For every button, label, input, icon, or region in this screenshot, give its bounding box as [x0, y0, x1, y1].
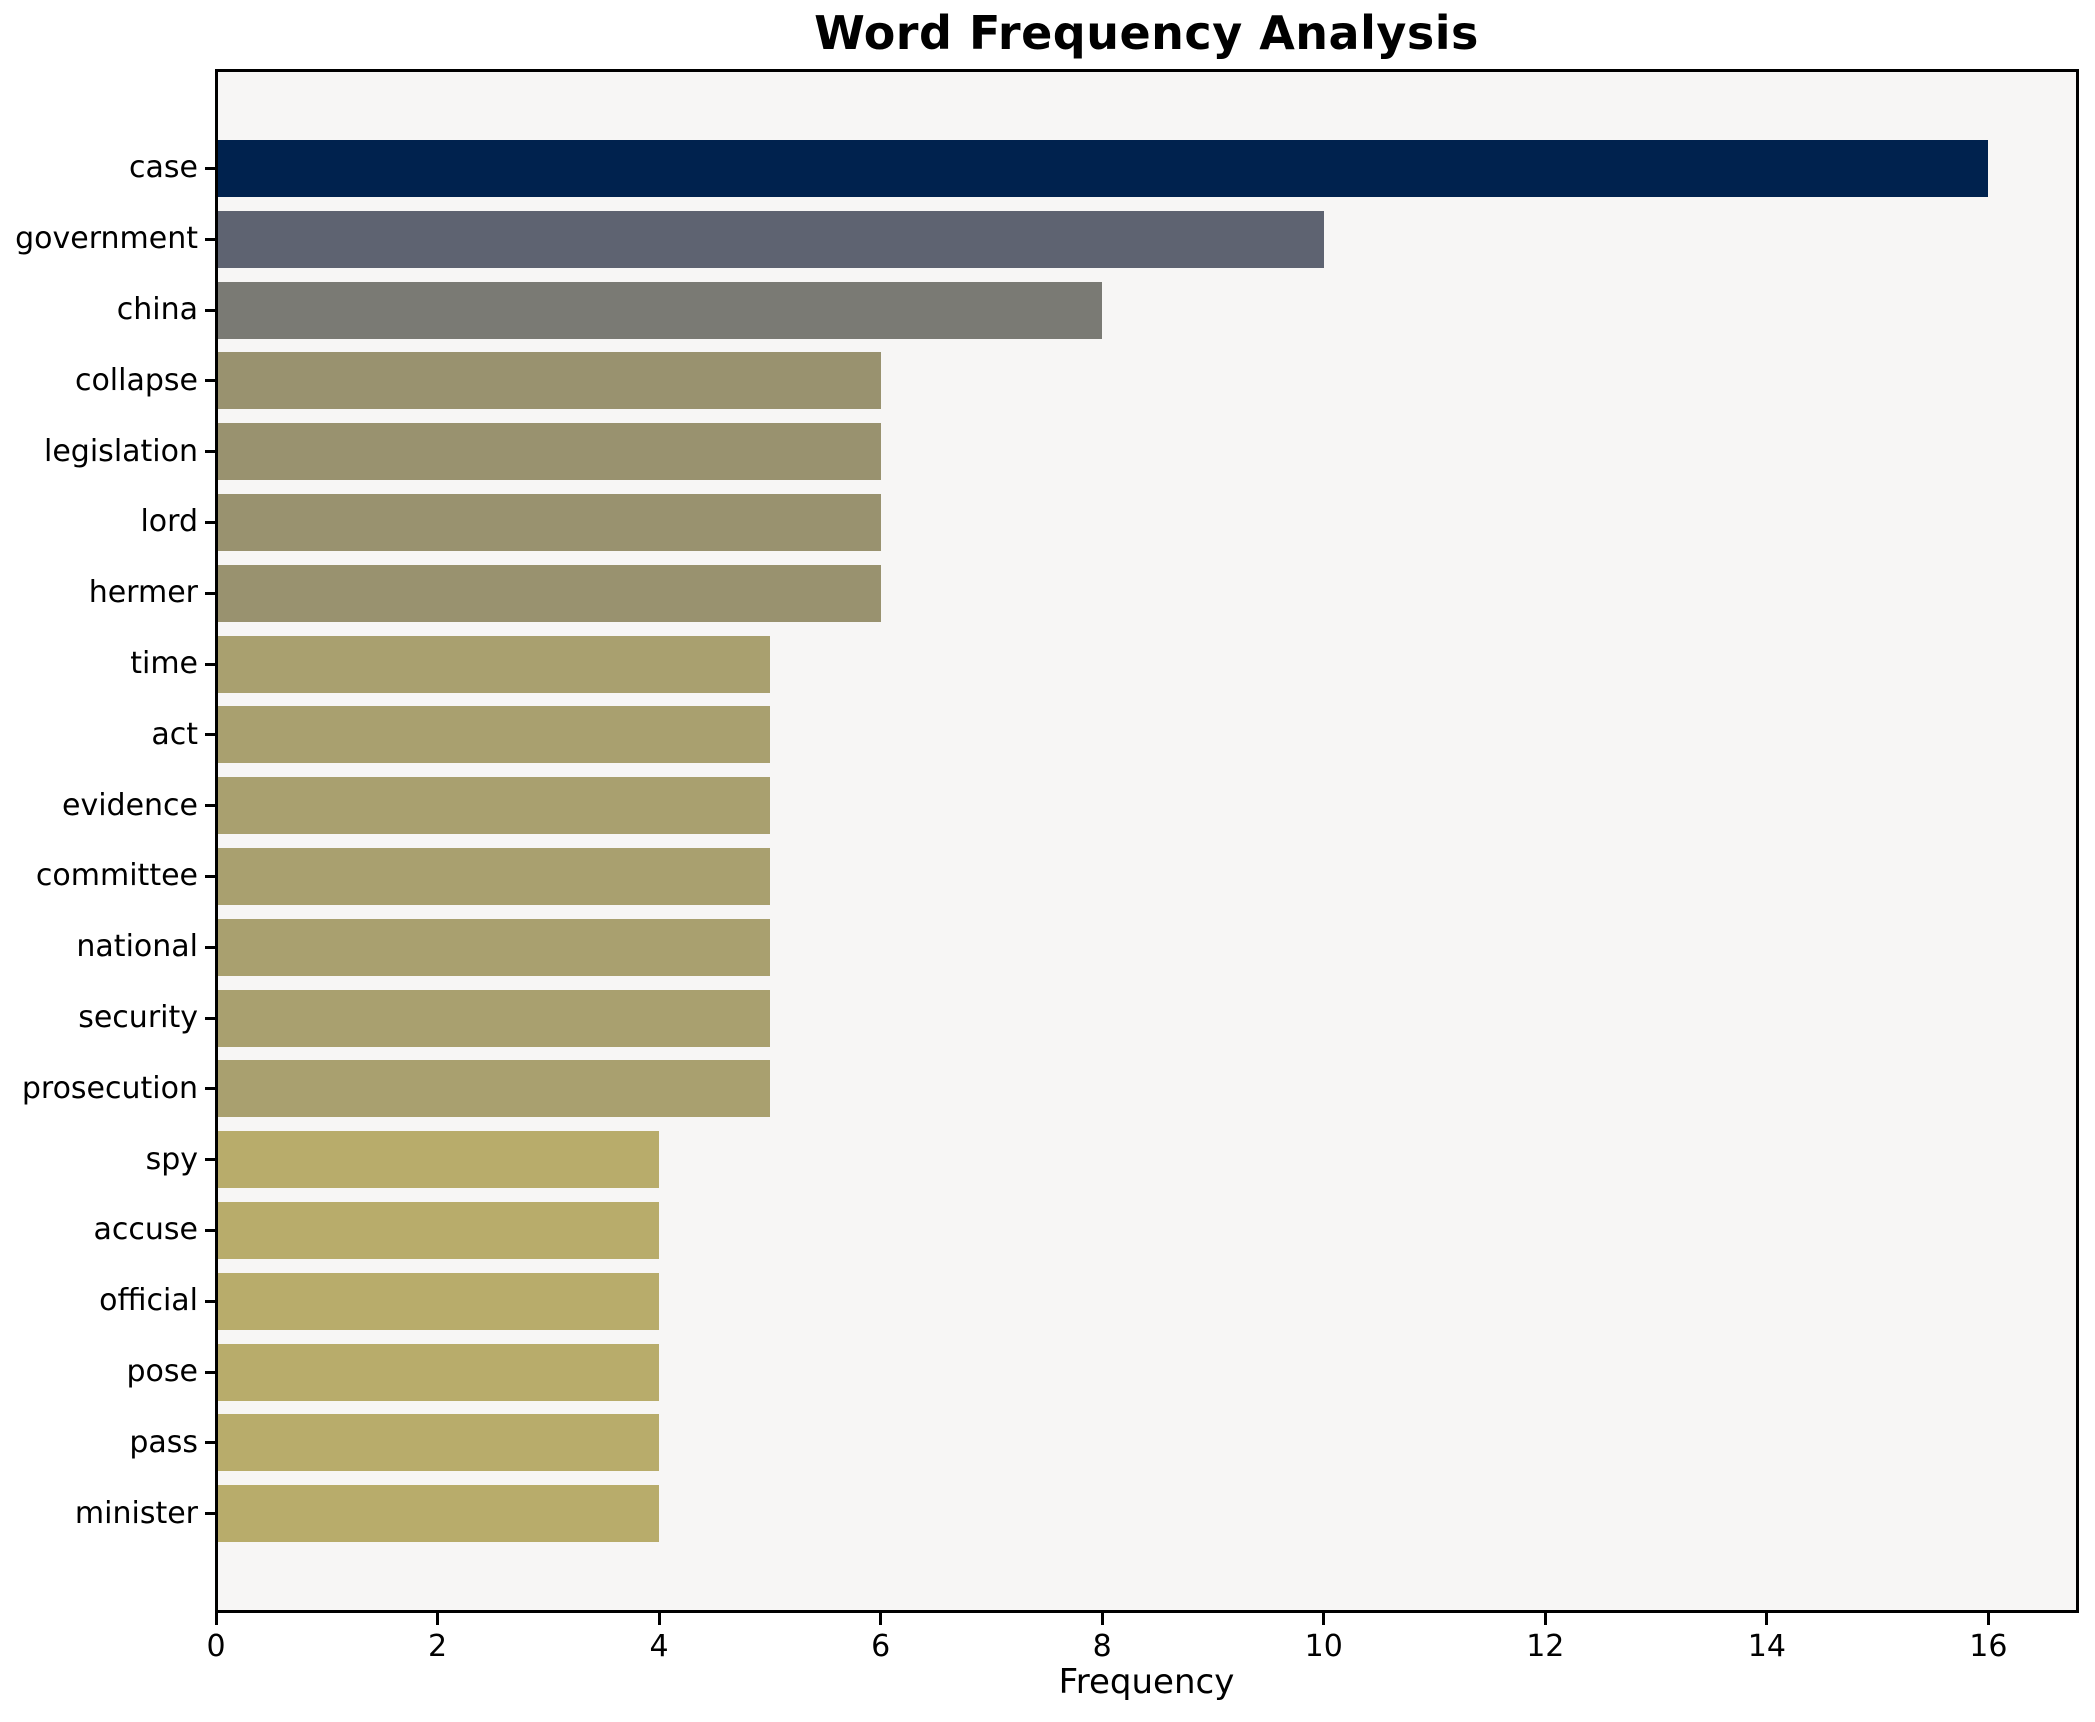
bar-collapse [216, 352, 881, 410]
y-tick-label-prosecution: prosecution [21, 1070, 198, 1106]
y-tick-mark [205, 804, 216, 808]
y-tick-mark [205, 874, 216, 878]
bar-government [216, 210, 1324, 268]
y-tick-label-collapse: collapse [74, 362, 198, 398]
bar-case [216, 139, 1989, 197]
y-tick-label-national: national [76, 929, 198, 965]
x-tick-label-0: 0 [206, 1629, 226, 1664]
x-tick-mark [1322, 1612, 1326, 1625]
x-tick-label-2: 2 [428, 1629, 448, 1664]
y-tick-label-hermer: hermer [88, 575, 198, 611]
bar-china [216, 281, 1103, 339]
y-tick-mark [205, 945, 216, 949]
bar-minister [216, 1485, 660, 1543]
y-tick-mark [205, 1087, 216, 1091]
y-tick-mark [205, 1228, 216, 1232]
x-tick-mark [214, 1612, 218, 1625]
bar-official [216, 1272, 660, 1330]
spine-top [215, 69, 2079, 72]
bar-evidence [216, 777, 770, 835]
y-tick-label-time: time [130, 646, 198, 681]
chart-title: Word Frequency Analysis [814, 6, 1479, 60]
bar-pass [216, 1414, 660, 1472]
y-tick-mark [205, 450, 216, 454]
y-tick-label-lord: lord [140, 504, 198, 540]
y-tick-label-minister: minister [74, 1495, 198, 1531]
x-tick-label-6: 6 [871, 1629, 891, 1664]
y-tick-label-legislation: legislation [44, 433, 198, 469]
bar-lord [216, 493, 881, 551]
y-tick-label-pass: pass [129, 1424, 198, 1460]
bar-legislation [216, 423, 881, 481]
y-tick-mark [205, 166, 216, 170]
y-tick-mark [205, 1441, 216, 1445]
y-tick-mark [205, 1299, 216, 1303]
y-tick-label-pose: pose [126, 1354, 198, 1389]
y-tick-mark [205, 662, 216, 666]
y-tick-mark [205, 733, 216, 737]
y-tick-mark [205, 591, 216, 595]
y-tick-label-evidence: evidence [61, 787, 198, 823]
x-tick-label-12: 12 [1526, 1629, 1565, 1664]
spine-left [215, 69, 218, 1613]
bar-spy [216, 1131, 660, 1189]
y-tick-mark [205, 308, 216, 312]
y-tick-label-china: china [116, 292, 198, 327]
bar-hermer [216, 564, 881, 622]
spine-bottom [215, 1610, 2079, 1613]
x-tick-label-16: 16 [1969, 1629, 2008, 1664]
y-tick-label-official: official [99, 1283, 198, 1319]
y-tick-label-accuse: accuse [93, 1212, 198, 1248]
y-tick-mark [205, 237, 216, 241]
bar-pose [216, 1343, 660, 1401]
x-tick-label-8: 8 [1092, 1629, 1112, 1664]
x-tick-label-14: 14 [1747, 1629, 1786, 1664]
y-tick-label-committee: committee [35, 858, 198, 894]
y-tick-label-spy: spy [145, 1141, 198, 1177]
y-tick-label-security: security [78, 1000, 198, 1035]
x-tick-mark [1765, 1612, 1769, 1625]
bar-security [216, 989, 770, 1047]
bar-act [216, 706, 770, 764]
x-tick-mark [1986, 1612, 1990, 1625]
bar-national [216, 918, 770, 976]
x-tick-mark [436, 1612, 440, 1625]
y-tick-mark [205, 1512, 216, 1516]
y-tick-mark [205, 1370, 216, 1374]
bar-accuse [216, 1201, 660, 1259]
x-tick-mark [1543, 1612, 1547, 1625]
y-tick-mark [205, 520, 216, 524]
x-tick-mark [657, 1612, 661, 1625]
x-tick-label-4: 4 [649, 1629, 669, 1664]
y-tick-mark [205, 1158, 216, 1162]
x-tick-mark [1100, 1612, 1104, 1625]
y-tick-label-case: case [129, 150, 198, 186]
x-tick-mark [879, 1612, 883, 1625]
bar-time [216, 635, 770, 693]
y-tick-mark [205, 379, 216, 383]
bar-committee [216, 847, 770, 905]
y-tick-label-government: government [15, 221, 198, 257]
x-axis-label: Frequency [1058, 1662, 1235, 1702]
spine-right [2076, 69, 2079, 1613]
bar-prosecution [216, 1060, 770, 1118]
y-tick-mark [205, 1016, 216, 1020]
y-tick-label-act: act [151, 716, 198, 752]
x-tick-label-10: 10 [1304, 1629, 1343, 1664]
